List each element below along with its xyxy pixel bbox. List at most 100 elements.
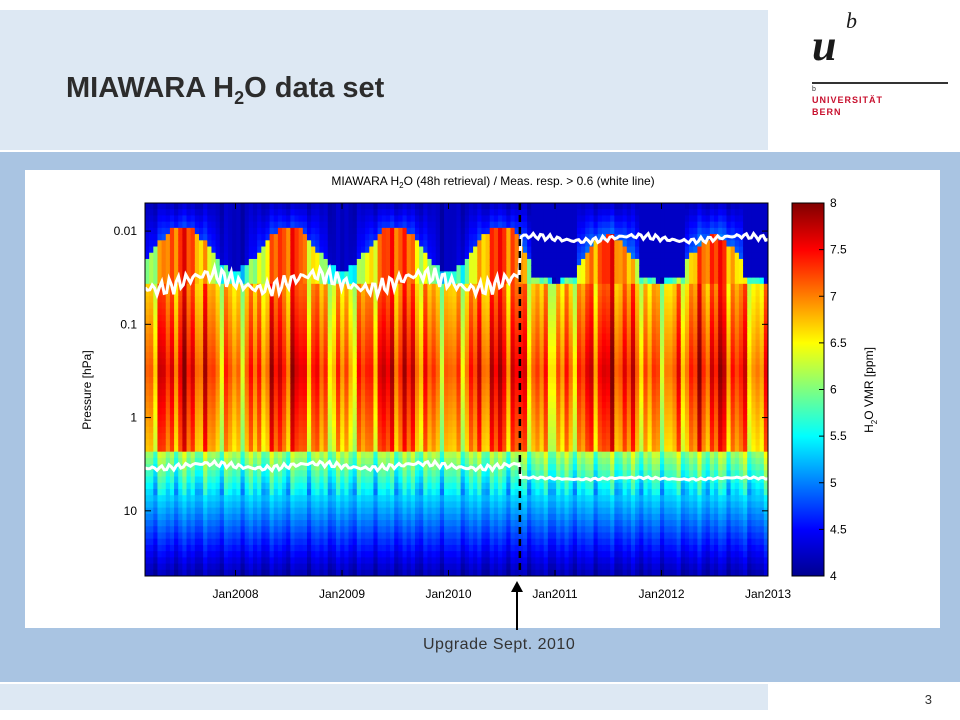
heatmap-cell [315, 464, 321, 471]
heatmap-cell [161, 569, 167, 576]
heatmap-cell [406, 258, 412, 266]
heatmap-cell [381, 271, 387, 279]
heatmap-cell [456, 290, 462, 297]
heatmap-cell [377, 352, 383, 360]
heatmap-cell [215, 451, 221, 459]
heatmap-cell [390, 426, 395, 434]
heatmap-cell [157, 520, 163, 527]
heatmap-cell [323, 314, 329, 322]
heatmap-cell [203, 215, 208, 223]
heatmap-cell [365, 408, 370, 415]
heatmap-cell [398, 501, 404, 509]
heatmap-cell [406, 495, 412, 502]
heatmap-cell [248, 265, 254, 272]
heatmap-cell [223, 358, 229, 366]
heatmap-cell [157, 557, 163, 565]
heatmap-cell [444, 433, 449, 440]
heatmap-cell [385, 414, 391, 422]
heatmap-cell [398, 513, 404, 521]
heatmap-cell [344, 327, 350, 335]
heatmap-cell [381, 488, 387, 496]
heatmap-cell [464, 246, 470, 254]
heatmap-cell [464, 495, 470, 502]
heatmap-cell [219, 370, 225, 378]
heatmap-cell [153, 551, 159, 558]
heatmap-cell [252, 314, 258, 322]
heatmap-cell [340, 209, 345, 217]
heatmap-cell [419, 246, 424, 254]
heatmap-cell [394, 538, 399, 546]
heatmap-cell [452, 532, 458, 540]
heatmap-cell [252, 557, 258, 565]
heatmap-cell [344, 457, 350, 465]
heatmap-cell [481, 327, 487, 335]
heatmap-cell [452, 252, 458, 260]
heatmap-cell [269, 203, 275, 210]
heatmap-cell [444, 333, 449, 341]
heatmap-cell [473, 457, 478, 465]
heatmap-cell [423, 464, 429, 471]
heatmap-cell [174, 439, 179, 447]
heatmap-cell [178, 557, 183, 565]
heatmap-cell [261, 532, 267, 540]
heatmap-cell [456, 526, 462, 534]
heatmap-cell [194, 308, 200, 316]
heatmap-cell [444, 377, 449, 384]
heatmap-cell [302, 433, 308, 440]
heatmap-cell [427, 414, 433, 422]
heatmap-cell [298, 252, 304, 260]
heatmap-cell [377, 234, 383, 241]
heatmap-cell [252, 209, 258, 217]
heatmap-cell [427, 364, 433, 372]
heatmap-cell [219, 345, 225, 353]
heatmap-cell [157, 364, 163, 372]
heatmap-cell [161, 544, 167, 552]
heatmap-cell [261, 401, 267, 409]
heatmap-cell [331, 296, 337, 304]
heatmap-cell [236, 526, 242, 534]
heatmap-cell [269, 221, 275, 229]
heatmap-cell [306, 569, 312, 576]
heatmap-cell [207, 532, 213, 540]
heatmap-cell [286, 383, 291, 391]
heatmap-cell [257, 221, 262, 229]
heatmap-cell [149, 227, 154, 235]
heatmap-cell [286, 551, 291, 558]
heatmap-cell [306, 433, 312, 440]
heatmap-cell [414, 445, 420, 453]
heatmap-cell [282, 426, 287, 434]
heatmap-cell [356, 209, 362, 217]
heatmap-cell [315, 215, 321, 223]
heatmap-cell [190, 352, 196, 360]
heatmap-cell [261, 283, 267, 291]
heatmap-cell [352, 408, 358, 415]
heatmap-cell [265, 265, 271, 272]
heatmap-cell [456, 296, 462, 304]
heatmap-cell [182, 414, 188, 422]
heatmap-cell [265, 383, 271, 391]
heatmap-cell [381, 345, 387, 353]
heatmap-cell [277, 507, 283, 515]
heatmap-cell [360, 532, 366, 540]
heatmap-cell [277, 265, 283, 272]
heatmap-cell [452, 557, 458, 565]
heatmap-cell [248, 470, 254, 478]
heatmap-cell [419, 532, 424, 540]
heatmap-cell [228, 420, 233, 428]
heatmap-cell [327, 538, 333, 546]
heatmap-cell [236, 265, 242, 272]
heatmap-cell [257, 569, 262, 576]
heatmap-cell [444, 569, 449, 576]
heatmap-cell [236, 321, 242, 328]
heatmap-cell [215, 364, 221, 372]
heatmap-cell [182, 252, 188, 260]
heatmap-cell [265, 538, 271, 546]
heatmap-cell [319, 389, 325, 397]
heatmap-cell [481, 383, 487, 391]
heatmap-cell [485, 457, 491, 465]
heatmap-cell [431, 445, 437, 453]
heatmap-cell [161, 296, 167, 304]
heatmap-cell [244, 563, 250, 571]
heatmap-cell [215, 290, 221, 297]
heatmap-cell [385, 352, 391, 360]
